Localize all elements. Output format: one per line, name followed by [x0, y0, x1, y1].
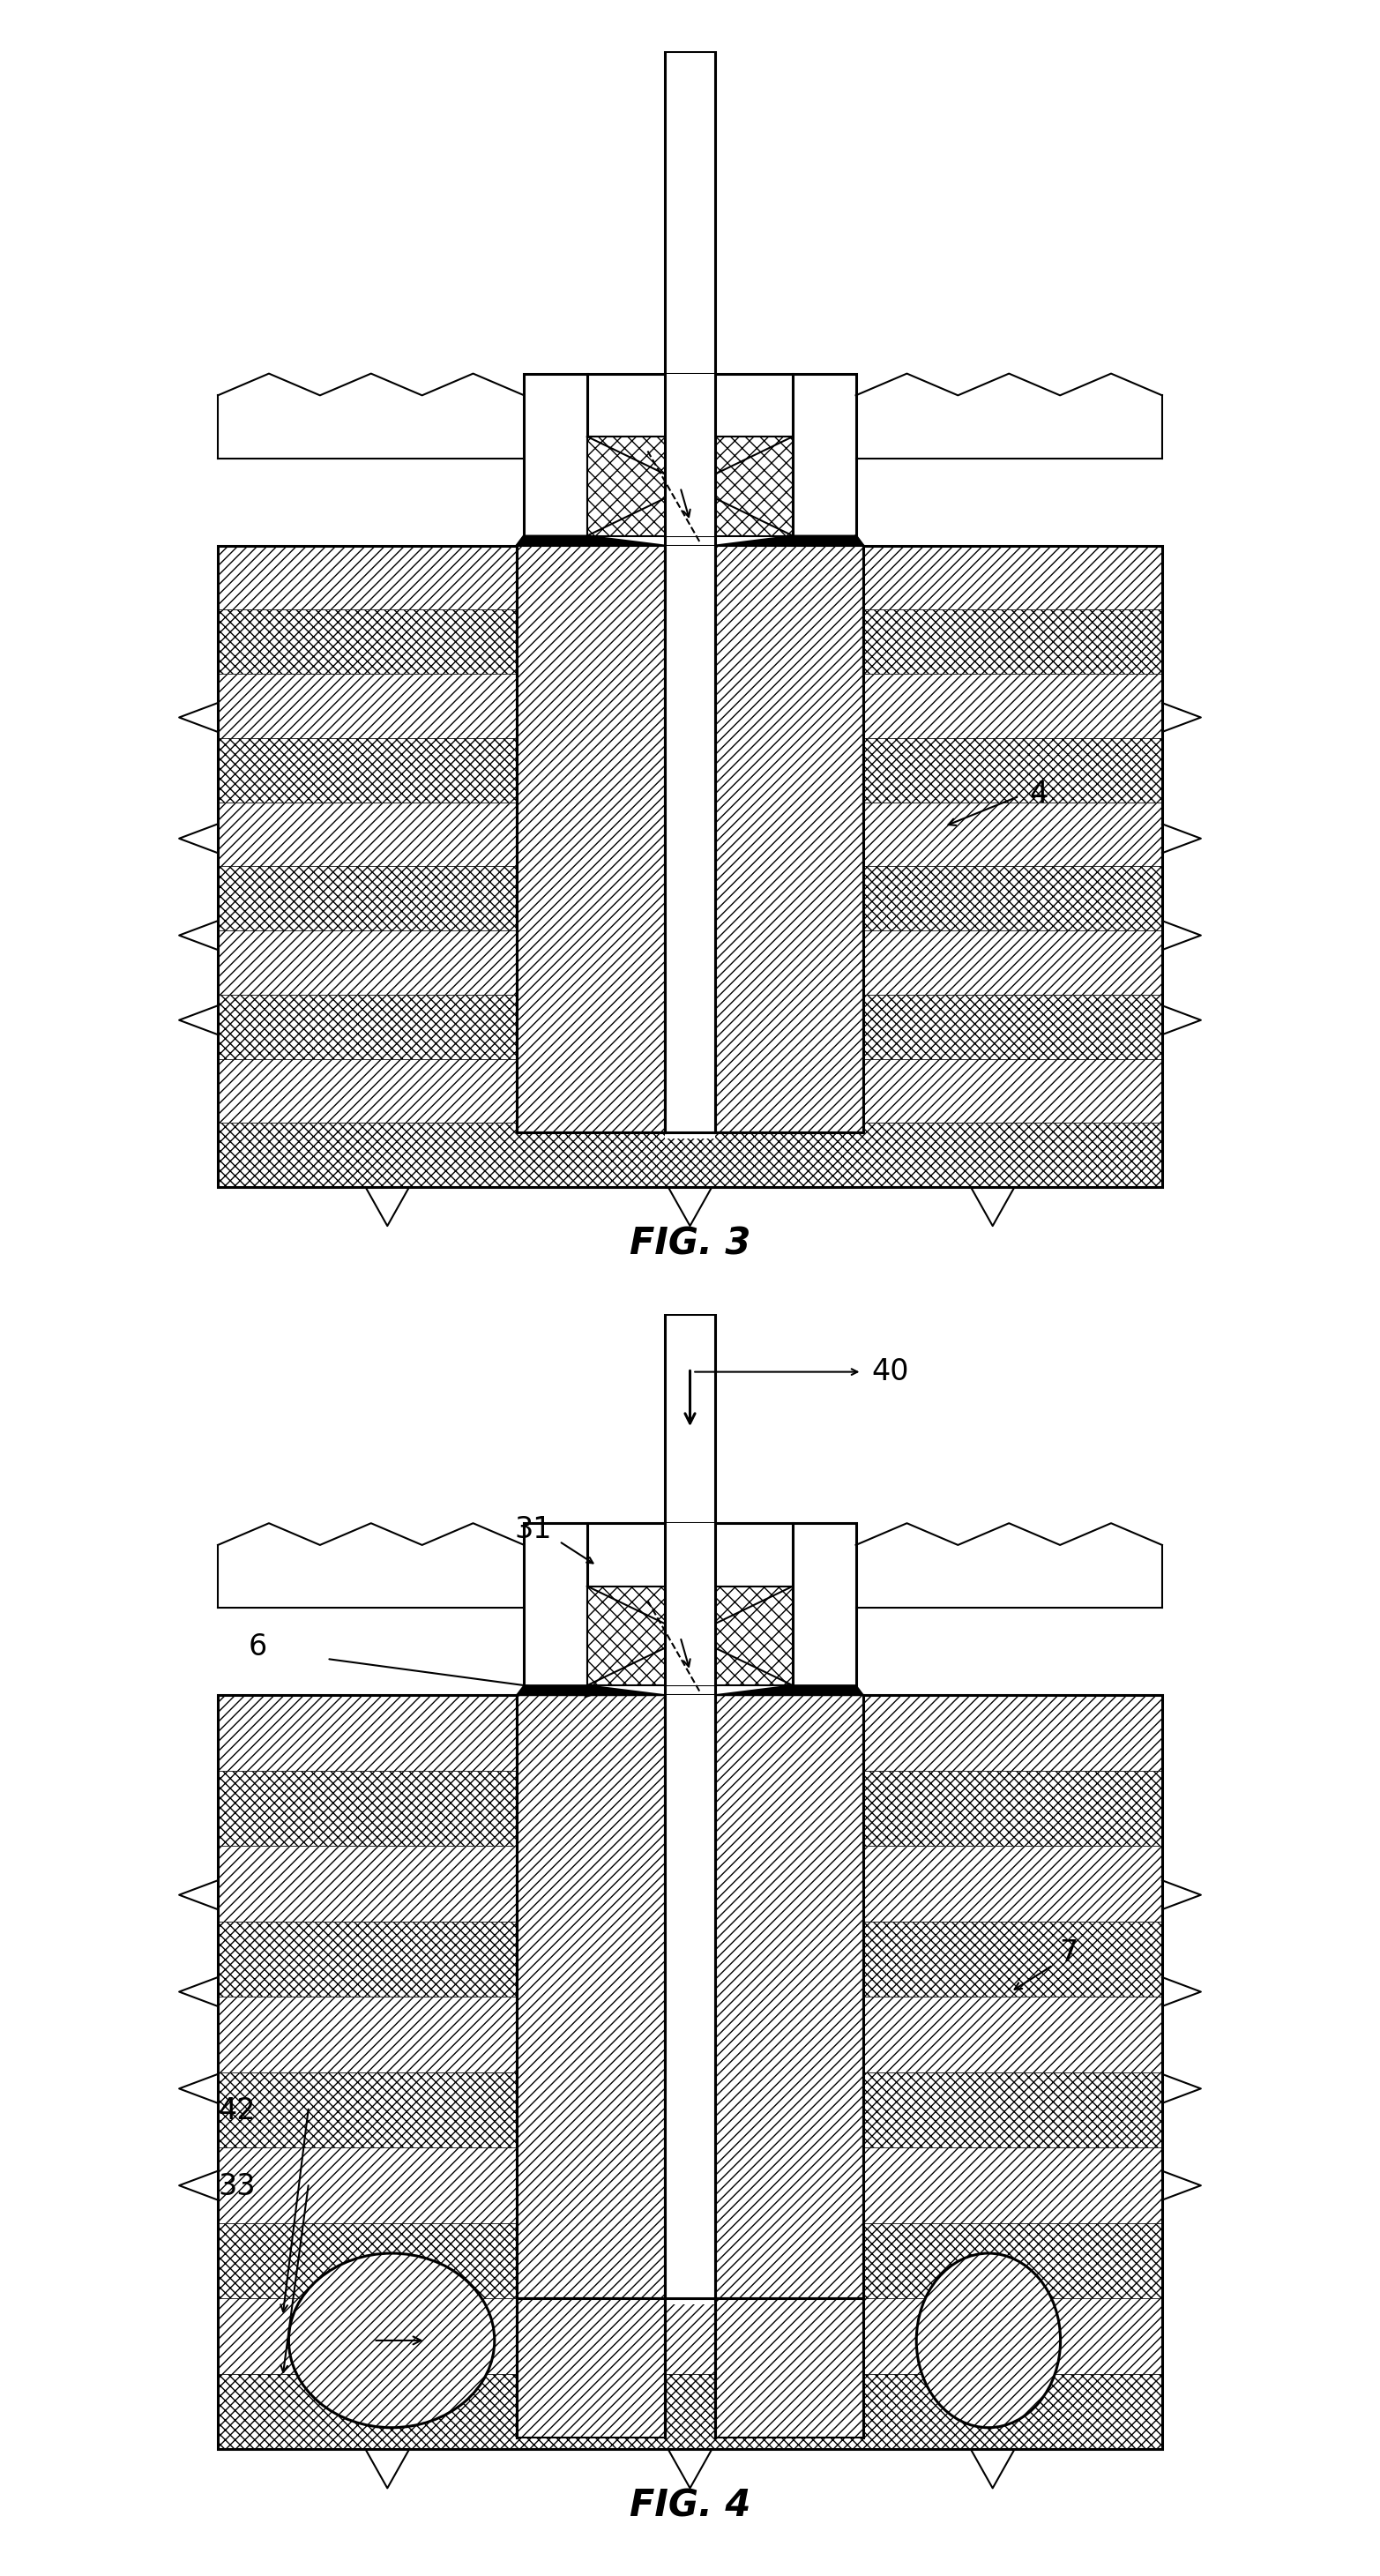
- Bar: [218, 675, 1162, 737]
- Bar: [218, 2298, 1162, 2375]
- Polygon shape: [715, 536, 862, 546]
- Bar: [586, 435, 794, 536]
- Bar: [218, 1123, 1162, 1188]
- Bar: [218, 611, 1162, 675]
- Bar: [218, 1770, 1162, 1847]
- Bar: [218, 1695, 1162, 2450]
- Text: FIG. 3: FIG. 3: [629, 1226, 751, 1262]
- Bar: [715, 546, 862, 1133]
- Bar: [218, 1996, 1162, 2071]
- Bar: [218, 1847, 1162, 1922]
- Bar: [218, 1695, 1162, 1770]
- Text: 7: 7: [1060, 1940, 1078, 1968]
- Polygon shape: [518, 1685, 665, 1695]
- Bar: [665, 1314, 715, 1530]
- Bar: [793, 1522, 856, 1723]
- Text: 40: 40: [872, 1358, 909, 1386]
- Bar: [218, 1922, 1162, 1996]
- Bar: [518, 546, 665, 1133]
- Text: 33: 33: [218, 2172, 255, 2202]
- Bar: [793, 374, 856, 574]
- Bar: [218, 866, 1162, 930]
- Bar: [665, 1522, 715, 1685]
- Text: 4: 4: [1029, 778, 1047, 809]
- Bar: [218, 737, 1162, 801]
- Bar: [218, 930, 1162, 994]
- Bar: [524, 1522, 586, 1723]
- Bar: [586, 374, 794, 435]
- Ellipse shape: [916, 2254, 1060, 2427]
- Bar: [218, 2148, 1162, 2223]
- Ellipse shape: [288, 2254, 494, 2427]
- Bar: [218, 2375, 1162, 2450]
- Bar: [218, 994, 1162, 1059]
- Bar: [586, 1522, 794, 1587]
- Bar: [218, 1059, 1162, 1123]
- Bar: [586, 1587, 794, 1685]
- Polygon shape: [715, 1685, 862, 1695]
- Bar: [518, 1695, 665, 2298]
- Bar: [218, 2071, 1162, 2148]
- Polygon shape: [518, 536, 665, 546]
- Bar: [218, 2223, 1162, 2298]
- Text: 42: 42: [218, 2097, 255, 2125]
- Bar: [518, 2298, 665, 2437]
- Text: 31: 31: [515, 1515, 552, 1543]
- Bar: [218, 546, 1162, 611]
- Bar: [665, 52, 715, 392]
- Bar: [218, 801, 1162, 866]
- Bar: [715, 1695, 862, 2298]
- Bar: [715, 2298, 862, 2437]
- Text: 6: 6: [248, 1633, 266, 1662]
- Bar: [218, 546, 1162, 1188]
- Bar: [665, 546, 715, 1139]
- Bar: [524, 374, 586, 574]
- Text: FIG. 4: FIG. 4: [629, 2488, 751, 2524]
- Bar: [665, 1695, 715, 2303]
- Bar: [665, 374, 715, 536]
